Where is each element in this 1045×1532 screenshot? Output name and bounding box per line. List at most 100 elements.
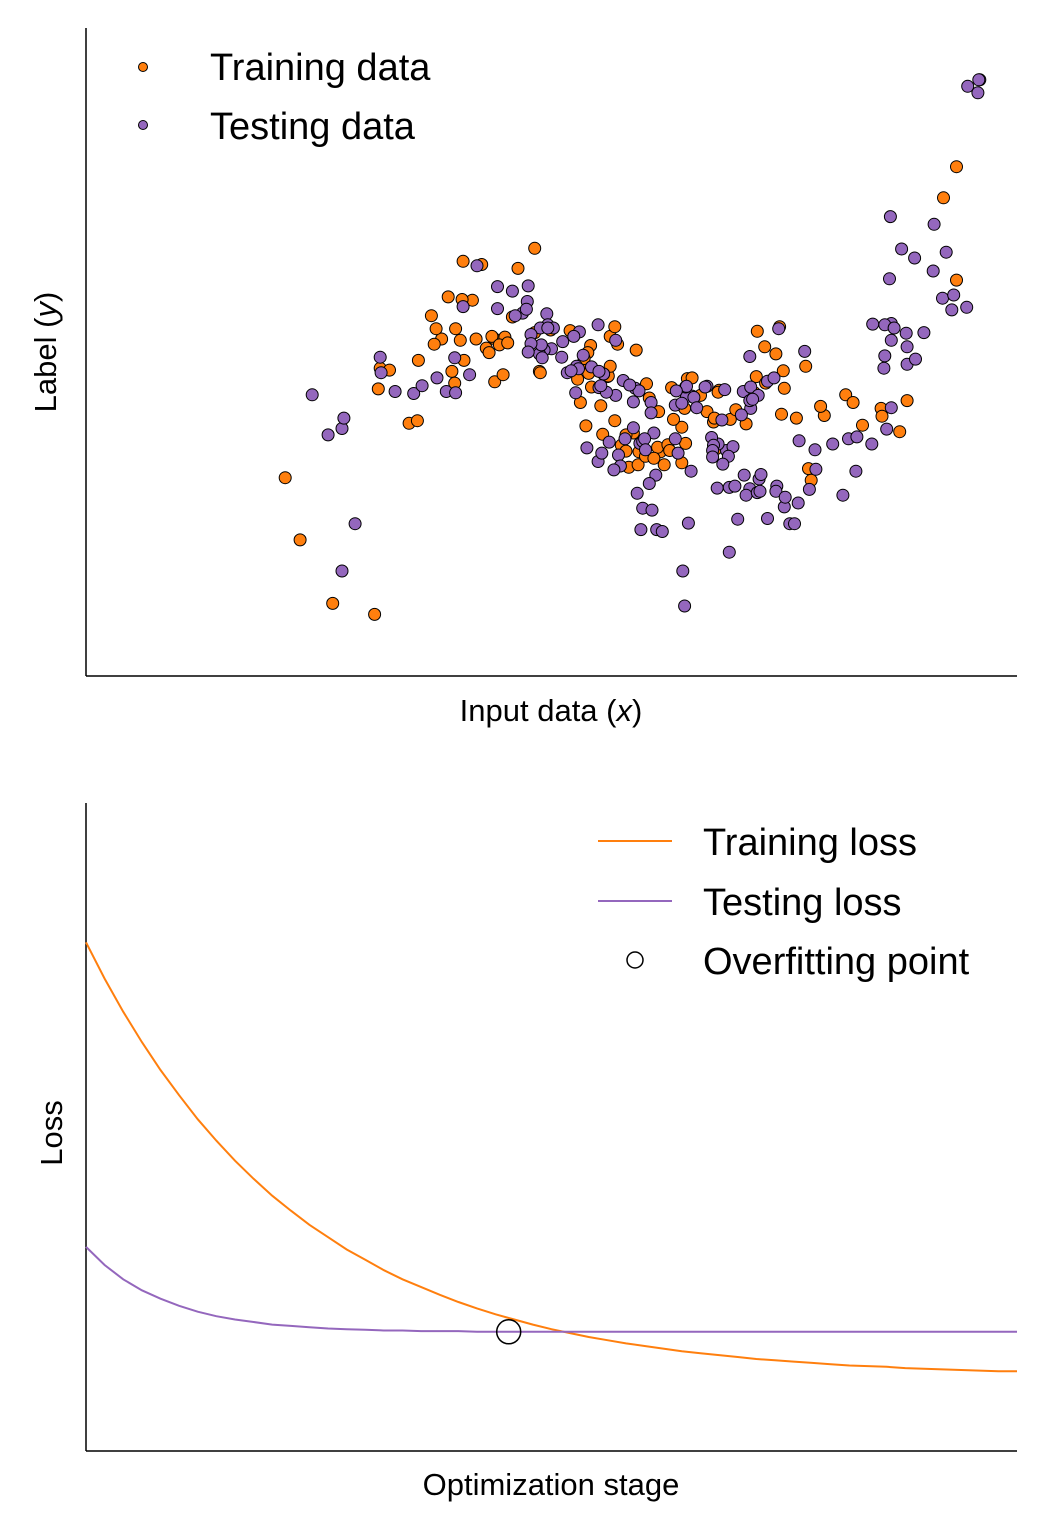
testing-data-point	[671, 446, 685, 460]
training-data-point	[368, 607, 382, 621]
training-data-point	[441, 290, 455, 304]
overfitting-point-marker	[495, 1319, 522, 1345]
training-data-point	[776, 364, 790, 378]
testing-data-point	[668, 432, 682, 446]
testing-data-point	[884, 401, 898, 415]
testing-data-point	[642, 477, 656, 490]
training-data-point	[675, 420, 689, 434]
training-data-point	[608, 320, 622, 334]
testing-data-point	[778, 490, 792, 504]
training-data-point	[667, 412, 680, 426]
training-data-point	[893, 425, 907, 439]
testing-data-point	[647, 426, 661, 440]
testing-data-point	[449, 386, 463, 400]
testing-data-point	[491, 302, 504, 316]
testing-data-point	[926, 264, 940, 278]
testing-data-point	[744, 380, 758, 394]
testing-data-point	[798, 344, 812, 358]
training-data-point	[427, 337, 441, 351]
testing-data-point	[541, 321, 555, 335]
legend-label-testing-loss: Testing loss	[703, 882, 902, 924]
testing-data-point	[698, 380, 712, 394]
testing-data-point	[580, 441, 594, 455]
training-data-point	[814, 399, 828, 413]
training-data-point	[608, 414, 622, 428]
training-data-point	[528, 241, 542, 255]
testing-data-point	[638, 432, 652, 446]
testing-data-point	[407, 387, 421, 400]
training-data-point	[429, 322, 443, 336]
testing-data-point	[463, 368, 477, 382]
testing-data-point	[684, 464, 698, 478]
testing-data-point	[802, 482, 816, 496]
legend-marker-overfitting-point	[626, 951, 644, 969]
testing-data-point	[505, 284, 519, 298]
testing-data-point	[728, 479, 742, 493]
scatter-panel: Input data (x) Label (y) Training data T…	[28, 28, 1017, 728]
scatter-x-label-variable: x	[615, 693, 634, 728]
testing-data-point	[645, 503, 659, 517]
scatter-y-axis-label: Label (y)	[28, 292, 63, 413]
training-data-point	[875, 409, 889, 423]
testing-data-point	[634, 523, 648, 537]
training-data-point	[579, 419, 593, 433]
scatter-y-label-variable: y	[28, 300, 63, 320]
testing-data-point	[521, 279, 535, 293]
testing-data-point	[676, 564, 690, 578]
testing-data-point	[971, 86, 985, 100]
training-data-point	[449, 322, 463, 336]
training-data-point	[456, 254, 470, 268]
testing-data-point	[626, 395, 640, 409]
testing-data-point	[767, 371, 781, 385]
testing-data-point	[678, 599, 692, 613]
testing-data-point	[639, 443, 652, 457]
training-data-point	[647, 451, 661, 465]
testing-data-point	[555, 350, 569, 364]
testing-data-point	[415, 379, 429, 393]
training-data-point	[799, 359, 813, 373]
training-data-point	[453, 333, 467, 347]
testing-data-point	[865, 437, 879, 451]
testing-data-point	[321, 428, 335, 442]
testing-data-point	[373, 350, 387, 364]
testing-data-point	[519, 302, 533, 316]
testing-data-point	[675, 396, 689, 410]
testing-data-point	[739, 488, 753, 502]
testing-data-point	[710, 481, 724, 495]
testing-data-point	[883, 272, 896, 286]
testing-data-point	[961, 79, 975, 93]
testing-data-point	[772, 322, 786, 336]
testing-data-point	[592, 364, 606, 378]
testing-data-point	[623, 378, 637, 392]
testing-data-point	[972, 73, 986, 87]
training-data-point	[758, 340, 772, 354]
testing-data-point	[540, 307, 554, 321]
training-data-point	[937, 191, 950, 205]
testing-data-point	[917, 326, 931, 340]
testing-data-point	[737, 468, 751, 482]
training-data-point	[749, 370, 763, 384]
training-data-point	[326, 596, 340, 610]
training-data-point	[488, 375, 502, 389]
testing-data-point	[887, 321, 901, 335]
legend-label-overfitting-point: Overfitting point	[703, 941, 970, 983]
testing-data-point	[909, 352, 922, 366]
scatter-points	[278, 73, 987, 621]
scatter-y-label-text: Label	[28, 336, 63, 412]
testing-data-point	[895, 242, 909, 256]
testing-data-point	[715, 413, 729, 427]
testing-data-point	[337, 411, 351, 425]
testing-loss-line	[85, 1246, 1017, 1333]
testing-data-point	[508, 309, 522, 323]
testing-data-point	[655, 525, 669, 538]
training-data-point	[950, 273, 963, 287]
training-data-point	[496, 368, 510, 382]
testing-data-point	[743, 350, 757, 363]
testing-data-point	[567, 329, 581, 343]
testing-data-point	[947, 288, 961, 302]
testing-data-point	[626, 421, 640, 435]
testing-data-point	[564, 364, 578, 378]
testing-data-point	[792, 434, 806, 448]
testing-data-point	[491, 280, 504, 294]
testing-data-point	[788, 517, 801, 531]
